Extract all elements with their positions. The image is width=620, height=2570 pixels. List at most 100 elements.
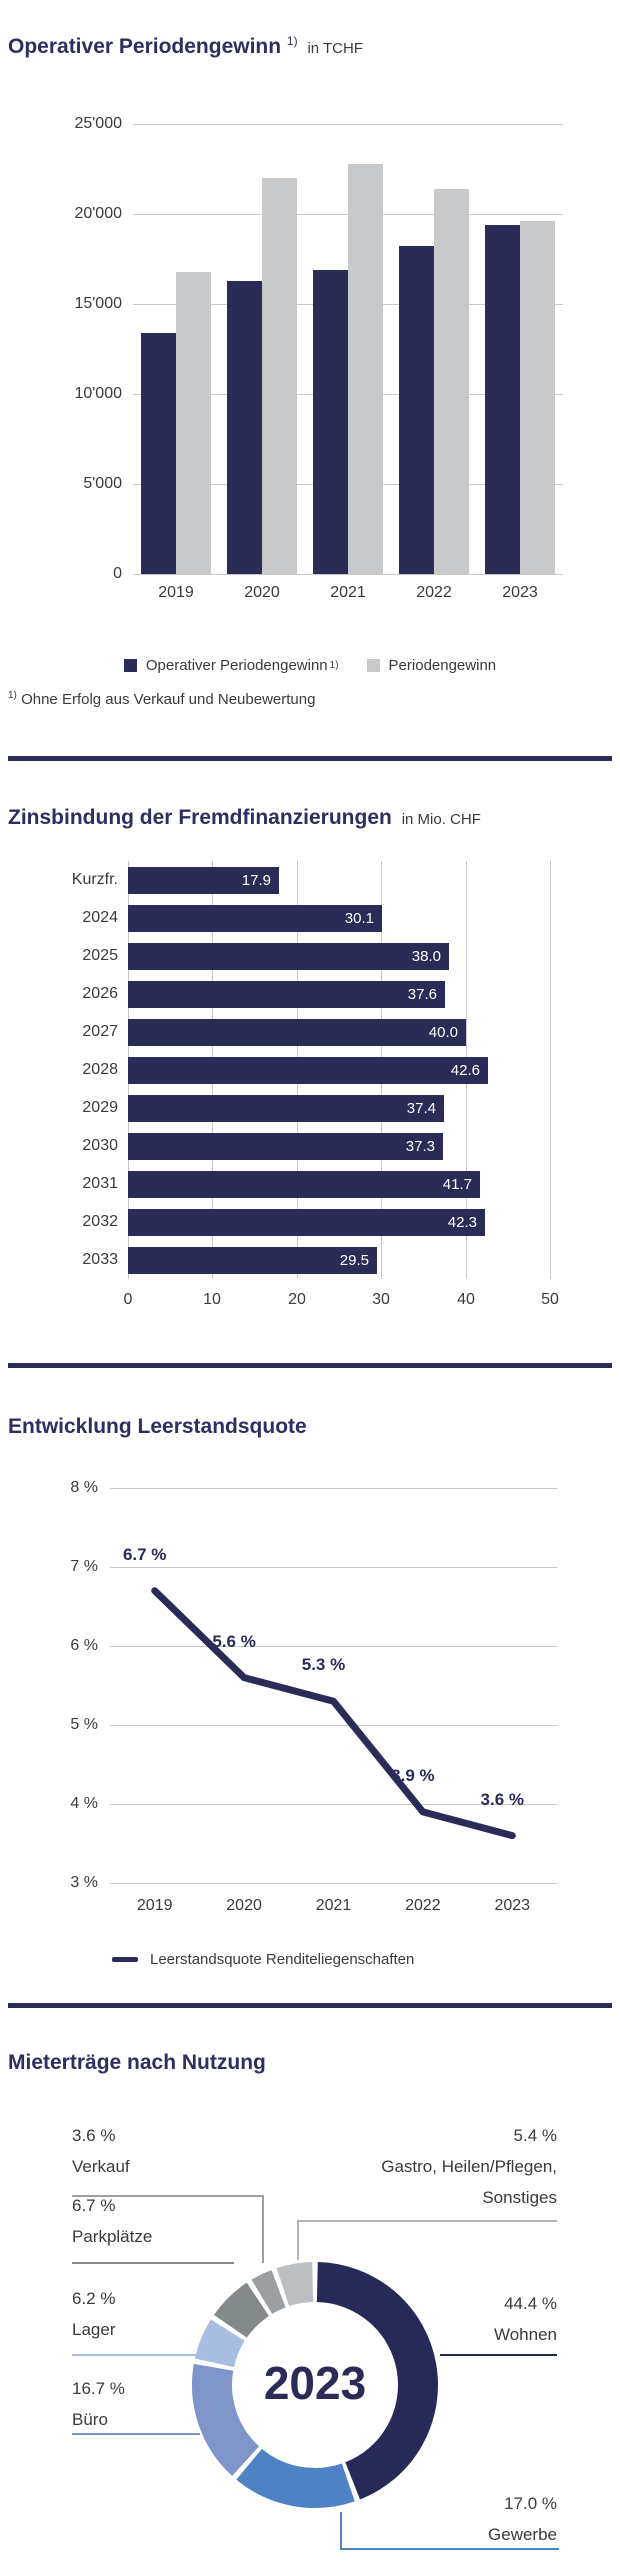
- bar-value-label: 37.4: [406, 1099, 436, 1117]
- x-axis-label: 40: [457, 1291, 475, 1308]
- legend-footnote-marker: 1): [329, 659, 339, 671]
- trend-line: [151, 1587, 516, 1840]
- donut-chart: [192, 2262, 438, 2508]
- bar-value-label: 30.1: [344, 909, 374, 927]
- legend-swatch-gray: [366, 658, 380, 672]
- gridline: [110, 1883, 557, 1884]
- donut-label-buero: 16.7 % Büro: [72, 2373, 125, 2435]
- bar-value-label: 42.6: [450, 1061, 480, 1079]
- x-axis-label: 2020: [244, 584, 280, 601]
- callout-line-gewerbe: [340, 2512, 342, 2550]
- category-label-2029: 2029: [82, 1099, 118, 1116]
- bar-2023-operativer: [485, 225, 520, 574]
- section-leerstandsquote: Entwicklung Leerstandsquote 8 % 7 % 6 % 5 %…: [0, 1414, 620, 1969]
- segment-name: Lager: [72, 2320, 116, 2339]
- footnote: 1) Ohne Erfolg aus Verkauf und Neubewert…: [8, 690, 612, 710]
- bar-2028: 42.6: [128, 1056, 488, 1084]
- point-label-2023: 3.6 %: [480, 1789, 525, 1809]
- donut-center-year: 2023: [263, 2357, 367, 2409]
- category-label-2031: 2031: [82, 1175, 118, 1192]
- segment-name: Gewerbe: [488, 2525, 557, 2544]
- gridline: [110, 1646, 557, 1647]
- bar-2024: 30.1: [128, 904, 382, 932]
- callout-line-parkplaetze: [72, 2262, 234, 2264]
- category-label-2026: 2026: [82, 985, 118, 1002]
- donut-segment-gewerbe: [236, 2448, 355, 2508]
- legend-label: Periodengewinn: [388, 656, 497, 674]
- gridline: [110, 1725, 557, 1726]
- point-label-2020: 5.6 %: [212, 1631, 256, 1651]
- title-unit: in TCHF: [307, 40, 363, 57]
- bar-2030: 37.3: [128, 1132, 443, 1160]
- grouped-bar-chart: 25'000 20'000 15'000 10'000 5'000 0 2019 2020 20…: [0, 115, 620, 608]
- section-mietertraege: Mieterträge nach Nutzung 3.6 % Verkauf 5…: [0, 2050, 620, 2570]
- chart-title-operativer-periodengewinn: Operativer Periodengewinn 1) in TCHF: [8, 0, 612, 62]
- category-label-2025: 2025: [82, 947, 118, 964]
- x-axis-label: 0: [123, 1291, 133, 1308]
- bar-value-label: 29.5: [339, 1251, 369, 1269]
- x-axis-label: 2019: [158, 584, 194, 601]
- x-axis-label: 20: [288, 1291, 306, 1308]
- bar-2020-periodengewinn: [262, 178, 297, 574]
- category-label-2033: 2033: [82, 1251, 118, 1268]
- y-axis-label: 8 %: [70, 1479, 98, 1496]
- donut-segment-gastro: [276, 2262, 314, 2307]
- donut-chart-area: 3.6 % Verkauf 5.4 % Gastro, Heilen/Pfleg…: [0, 2090, 620, 2570]
- point-label-2021: 5.3 %: [301, 1655, 346, 1675]
- bar-2032: 42.3: [128, 1208, 485, 1236]
- callout-line-gewerbe: [340, 2548, 559, 2550]
- footnote-text: Ohne Erfolg aus Verkauf und Neubewertung: [21, 691, 316, 708]
- donut-label-lager: 6.2 % Lager: [72, 2283, 115, 2345]
- callout-line-lager: [72, 2354, 198, 2356]
- callout-line-verkauf: [72, 2195, 264, 2197]
- point-label-2019: 6.7 %: [122, 1544, 167, 1564]
- category-label-2032: 2032: [82, 1213, 118, 1230]
- line-chart-legend: Leerstandsquote Renditeliegenschaften: [112, 1949, 620, 1969]
- bar-2020-operativer: [227, 281, 262, 574]
- segment-value: 3.6 %: [72, 2126, 116, 2145]
- title-text: Operativer Periodengewinn: [8, 35, 282, 58]
- bar-value-label: 41.7: [442, 1175, 472, 1193]
- y-axis-label: 25'000: [74, 115, 122, 132]
- bar-2022-periodengewinn: [434, 189, 469, 574]
- x-axis-label: 2023: [502, 584, 538, 601]
- title-text: Mieterträge nach Nutzung: [8, 2051, 266, 2074]
- category-label-2028: 2028: [82, 1061, 118, 1078]
- bar-2023-periodengewinn: [520, 221, 555, 574]
- segment-value: 44.4 %: [504, 2294, 557, 2313]
- y-axis-label: 7 %: [70, 1558, 98, 1575]
- bar-value-label: 38.0: [411, 947, 441, 965]
- line-chart: 8 % 7 % 6 % 5 % 4 % 3 % 6.7 % 2019 5.6 % 2020 5.3 …: [0, 1479, 620, 1919]
- point-label-2022: 3.9 %: [391, 1765, 435, 1785]
- bar-value-label: 40.0: [428, 1023, 458, 1041]
- donut-label-gewerbe: 17.0 % Gewerbe: [488, 2488, 557, 2550]
- gridline: [550, 861, 551, 1279]
- section-divider: [8, 1363, 612, 1368]
- x-axis-label: 2020: [226, 1897, 262, 1914]
- segment-value: 5.4 %: [513, 2126, 557, 2145]
- bar-2029: 37.4: [128, 1094, 444, 1122]
- segment-name: Gastro, Heilen/Pflegen, Sonstiges: [381, 2157, 557, 2207]
- legend-label: Operativer Periodengewinn: [145, 656, 328, 674]
- segment-name: Verkauf: [72, 2157, 130, 2176]
- gridline: [110, 1488, 557, 1489]
- section-operativer-periodengewinn: Operativer Periodengewinn 1) in TCHF 25'…: [0, 0, 620, 710]
- gridline: [133, 124, 563, 125]
- segment-value: 6.7 %: [72, 2196, 116, 2215]
- bar-value-label: 17.9: [241, 871, 271, 889]
- bar-2019-periodengewinn: [176, 272, 211, 574]
- bar-2025: 38.0: [128, 942, 449, 970]
- x-axis-label: 10: [203, 1291, 221, 1308]
- y-axis-label: 20'000: [74, 205, 122, 222]
- bar-2033: 29.5: [128, 1246, 377, 1274]
- y-axis-label: 5 %: [70, 1716, 98, 1733]
- bar-2021-periodengewinn: [348, 164, 383, 574]
- category-label-2027: 2027: [82, 1023, 118, 1040]
- segment-value: 16.7 %: [72, 2379, 125, 2398]
- legend-item-periodengewinn: Periodengewinn: [366, 656, 497, 674]
- legend-swatch-navy: [123, 658, 137, 672]
- callout-line-gastro: [297, 2220, 557, 2222]
- y-axis-label: 3 %: [70, 1874, 98, 1891]
- callout-line-wohnen: [440, 2354, 557, 2356]
